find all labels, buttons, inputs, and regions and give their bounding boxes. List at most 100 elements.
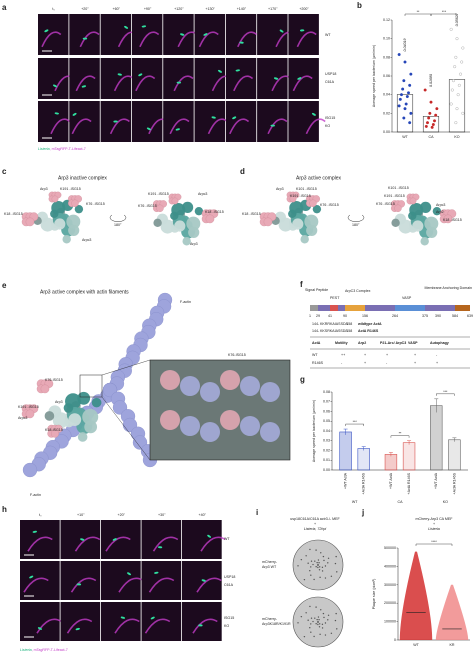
plaque (320, 609, 322, 611)
data-point (449, 27, 453, 31)
value-label: 0.04019 (403, 39, 407, 52)
domain-label: PEST (330, 296, 340, 300)
micrograph (38, 101, 69, 142)
time-label: +30'' (158, 513, 166, 517)
actin-filament (22, 462, 38, 478)
structure-label: K191 -ISG15 (384, 194, 405, 198)
sequence: KKSRKAIASSDS (320, 329, 348, 333)
domain-label: VASP (402, 296, 412, 300)
table-cell: - (436, 353, 438, 357)
domain-label: Signal Peptide (305, 288, 328, 292)
isg15 (443, 214, 453, 224)
protein-subunit (432, 206, 442, 216)
panel-letter: e (2, 281, 7, 290)
bacterium (146, 127, 151, 131)
caption-marker: , mTagRFP-T-Lifeact-7 (50, 147, 86, 151)
panel-title: + (314, 522, 316, 526)
structure-label: K18 -ISG15 (242, 212, 261, 216)
significance-bracket (430, 13, 458, 16)
rotation-label: 180° (114, 223, 122, 227)
x-tick-label: CA (429, 135, 435, 139)
group-label: WT (352, 500, 358, 504)
bacterium (232, 116, 237, 120)
panel-title: Arp3 active complex (296, 175, 342, 181)
y-tick-label: 0.00 (383, 130, 390, 134)
y-tick-label: 0.00 (323, 468, 330, 472)
micrograph (182, 561, 222, 600)
plaque (315, 622, 317, 625)
caption-marker: , mTagRFP-T-Lifeact-7 (32, 648, 68, 652)
bar (357, 448, 370, 471)
actin-signal (139, 31, 160, 48)
y-tick-label: 0.01 (323, 458, 330, 462)
significance-label: *** (442, 10, 447, 14)
plaque (321, 570, 324, 572)
time-label: +120'' (174, 7, 184, 11)
isg15 (51, 429, 59, 438)
position-label: 584 (452, 314, 458, 318)
protein-subunit (408, 211, 417, 221)
y-axis-label: Average speed per bacterium (µm/min) (372, 45, 376, 107)
domain (330, 305, 338, 311)
inset-detail (240, 416, 260, 436)
x-tick-label: +WT ActA (389, 472, 393, 489)
actin-signal (114, 618, 140, 634)
bacterium (311, 112, 316, 116)
chart-title: + (433, 522, 435, 526)
panel-letter: j (361, 508, 364, 517)
actin-signal (135, 75, 156, 92)
plaque (335, 612, 337, 615)
data-point (453, 65, 457, 69)
bacterium (279, 29, 284, 33)
data-point (431, 123, 435, 127)
plaque (307, 562, 309, 564)
structure-label: K191 -ISG15 (290, 194, 311, 198)
plaque (317, 566, 319, 569)
structure-label: Arpc3 (82, 238, 91, 242)
bar (396, 94, 414, 133)
actin-signal (66, 618, 93, 634)
caption-bacteria: Listeria (38, 147, 50, 151)
y-tick-label: 0.06 (323, 409, 330, 413)
group-label: KO (443, 500, 448, 504)
bacterium (138, 73, 143, 77)
plaque (310, 631, 312, 633)
micrograph (60, 520, 101, 559)
micrograph (131, 58, 163, 99)
isg15 (171, 197, 179, 205)
protein-subunit (153, 218, 162, 228)
structure-label: K18 -ISG15 (205, 210, 224, 214)
data-point (449, 102, 453, 106)
panel-title: Arp3 active complex with actin filaments (40, 289, 129, 295)
sequence-name: ActA R146S (358, 329, 379, 333)
well-label: mCherry- (262, 617, 278, 621)
data-point (461, 46, 465, 50)
y-tick-label: 0.02 (383, 111, 390, 115)
caption: Listeria, mTagRFP-T-Lifeact-7 (20, 648, 68, 652)
structure-label: K76 -ISG15 (376, 202, 395, 206)
position-label: 375 (422, 314, 428, 318)
y-tick-label: 0.08 (383, 55, 390, 59)
sequence-end: -158 (345, 322, 352, 326)
x-tick-label: +ActA R146S (452, 472, 456, 494)
table-header: VASP (408, 341, 418, 345)
plaque (300, 558, 303, 561)
data-point (433, 119, 437, 123)
plaque (318, 569, 321, 571)
table-header: Arp2 (358, 341, 366, 345)
bacterium (52, 84, 58, 88)
time-label: +200'' (299, 7, 309, 11)
bar (384, 454, 398, 471)
plaque (310, 617, 313, 619)
plaque (305, 555, 307, 557)
bar (402, 442, 416, 471)
plaque (313, 635, 315, 638)
plaque (310, 560, 313, 562)
data-point (435, 107, 439, 111)
x-tick-label: WT (402, 135, 408, 139)
y-tick-label: 300000 (384, 583, 396, 587)
domain-label: ArpC3 Complex (345, 289, 371, 293)
data-point (405, 95, 409, 99)
sequence-start: 144- (312, 329, 320, 333)
table-cell: + (414, 361, 416, 365)
